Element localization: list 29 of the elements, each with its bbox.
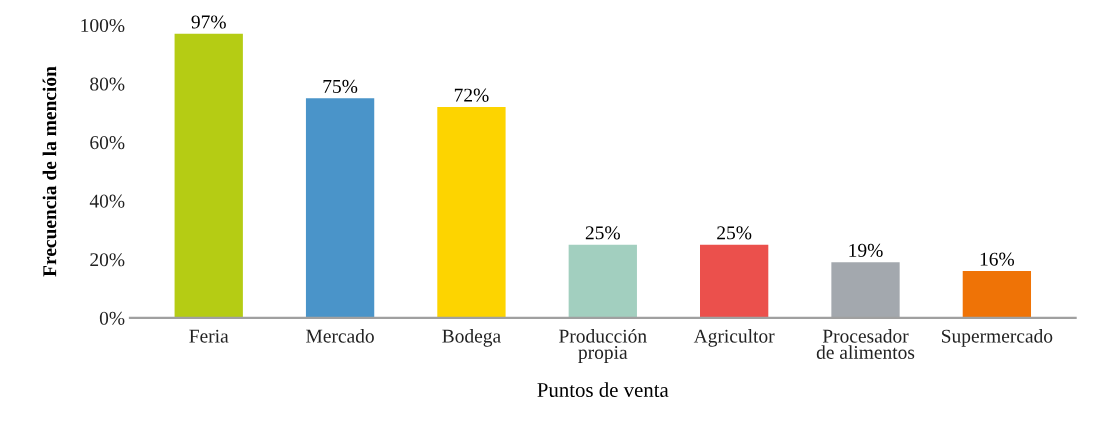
data-label: 25% <box>585 226 620 240</box>
y-axis-title: Frecuencia de la mención <box>42 66 57 277</box>
x-tick-label: Producción propia <box>559 328 647 363</box>
bar <box>831 262 900 318</box>
bar <box>305 98 375 318</box>
data-label: 75% <box>323 79 358 94</box>
x-tick-label: Agricultor <box>693 329 775 347</box>
data-label: 25% <box>717 226 752 240</box>
bar <box>962 271 1032 318</box>
data-label: 16% <box>980 252 1015 266</box>
y-tick-label: 20% <box>90 253 125 267</box>
x-tick-label: Bodega <box>442 329 501 347</box>
data-label: 19% <box>849 243 883 257</box>
bar <box>437 107 506 318</box>
bar <box>568 244 637 318</box>
y-tick-label: 40% <box>89 194 125 208</box>
x-tick-label: Supermercado <box>942 329 1053 347</box>
bar <box>700 244 769 318</box>
bar <box>174 33 243 318</box>
x-tick-label: Mercado <box>306 329 374 343</box>
y-tick-label: 0% <box>99 311 125 325</box>
y-tick-label: 60% <box>90 136 125 150</box>
x-tick-label: Procesador de alimentos <box>816 329 915 359</box>
data-label: 72% <box>454 88 489 102</box>
x-axis-title: Puntos de venta <box>537 382 669 398</box>
x-tick-label: Feria <box>189 329 229 343</box>
y-tick-label: 80% <box>90 77 125 91</box>
y-tick-label: 100% <box>81 18 125 33</box>
data-label: 97% <box>191 15 226 29</box>
